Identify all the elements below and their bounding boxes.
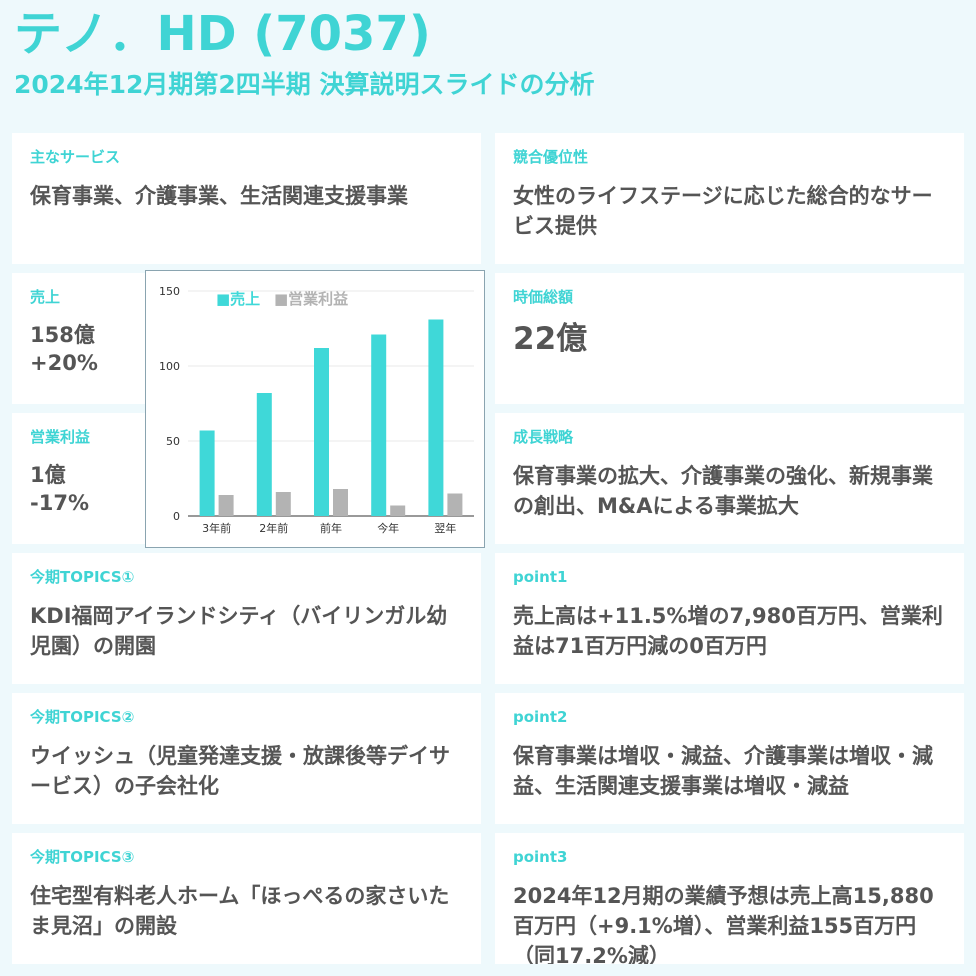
bar-sales	[314, 348, 329, 516]
card-label: 主なサービス	[30, 148, 121, 166]
card-value: 保育事業は増収・減益、介護事業は増収・減益、生活関連支援事業は増収・減益	[513, 744, 933, 798]
card-value: 保育事業、介護事業、生活関連支援事業	[30, 184, 408, 208]
card-value: 22億	[513, 321, 588, 357]
card-label: 競合優位性	[513, 148, 589, 166]
card-label: 今期TOPICS②	[30, 708, 135, 726]
legend-item-op-profit: ■営業利益	[274, 290, 348, 308]
card-value: 保育事業の拡大、介護事業の強化、新規事業の創出、M&Aによる事業拡大	[513, 464, 933, 518]
y-tick-label: 150	[159, 285, 180, 298]
card-label: point2	[513, 708, 568, 726]
card-label: 今期TOPICS③	[30, 848, 135, 866]
card-value: KDI福岡アイランドシティ（バイリンガル幼児園）の開園	[30, 604, 448, 658]
card-services: 主なサービス 保育事業、介護事業、生活関連支援事業	[12, 133, 481, 264]
x-tick-label: 今年	[377, 521, 399, 535]
card-advantage: 競合優位性 女性のライフステージに応じた総合的なサービス提供	[495, 133, 964, 264]
bar-op-profit	[218, 495, 234, 516]
card-label: point1	[513, 568, 568, 586]
card-value: 2024年12月期の業績予想は売上高15,880百万円（+9.1%増）、営業利益…	[513, 884, 934, 964]
card-value: 住宅型有料老人ホーム「ほっぺるの家さいたま見沼」の開設	[30, 884, 450, 938]
bar-sales	[256, 393, 272, 516]
card-label: 成長戦略	[513, 428, 574, 446]
card-label: 今期TOPICS①	[30, 568, 135, 586]
card-value: 1億 -17%	[30, 463, 89, 515]
card-label: 営業利益	[30, 428, 91, 446]
card-value: 女性のライフステージに応じた総合的なサービス提供	[513, 184, 933, 238]
x-tick-label: 3年前	[202, 521, 231, 535]
card-topic3: 今期TOPICS③ 住宅型有料老人ホーム「ほっぺるの家さいたま見沼」の開設	[12, 833, 481, 964]
x-tick-label: 翌年	[434, 521, 456, 535]
card-point3: point3 2024年12月期の業績予想は売上高15,880百万円（+9.1%…	[495, 833, 964, 964]
card-value: ウイッシュ（児童発達支援・放課後等デイサービス）の子会社化	[30, 744, 450, 798]
page-title: テノ．HD (7037)	[14, 6, 431, 62]
x-tick-label: 前年	[320, 521, 342, 535]
sales-profit-chart: 0 50 100 150 3年前 2年前 前年 今年 翌年 ■売上 ■営業利益	[145, 270, 485, 548]
card-value: 158億 +20%	[30, 323, 98, 375]
bar-op-profit	[333, 489, 348, 516]
card-point1: point1 売上高は+11.5%増の7,980百万円、営業利益は71百万円減の…	[495, 553, 964, 684]
card-label: 売上	[30, 288, 61, 306]
bar-sales	[199, 430, 215, 516]
bar-op-profit	[390, 505, 406, 516]
y-tick-label: 0	[173, 510, 180, 523]
bar-sales	[371, 334, 387, 516]
y-tick-label: 50	[166, 435, 180, 448]
card-value: 売上高は+11.5%増の7,980百万円、営業利益は71百万円減の0百万円	[513, 604, 943, 658]
card-market-cap: 時価総額 22億	[495, 273, 964, 404]
bar-chart-svg: 0 50 100 150 3年前 2年前 前年 今年 翌年 ■売上 ■営業利益	[159, 285, 474, 535]
card-topic1: 今期TOPICS① KDI福岡アイランドシティ（バイリンガル幼児園）の開園	[12, 553, 481, 684]
card-point2: point2 保育事業は増収・減益、介護事業は増収・減益、生活関連支援事業は増収…	[495, 693, 964, 824]
legend-item-sales: ■売上	[216, 290, 260, 308]
bar-op-profit	[447, 493, 463, 516]
card-strategy: 成長戦略 保育事業の拡大、介護事業の強化、新規事業の創出、M&Aによる事業拡大	[495, 413, 964, 544]
card-topic2: 今期TOPICS② ウイッシュ（児童発達支援・放課後等デイサービス）の子会社化	[12, 693, 481, 824]
bar-op-profit	[275, 492, 291, 516]
y-tick-label: 100	[159, 360, 180, 373]
card-label: point3	[513, 848, 568, 866]
bar-sales	[428, 319, 444, 516]
x-tick-label: 2年前	[259, 521, 288, 535]
page-subtitle: 2024年12月期第2四半期 決算説明スライドの分析	[14, 70, 595, 99]
card-label: 時価総額	[513, 288, 574, 306]
